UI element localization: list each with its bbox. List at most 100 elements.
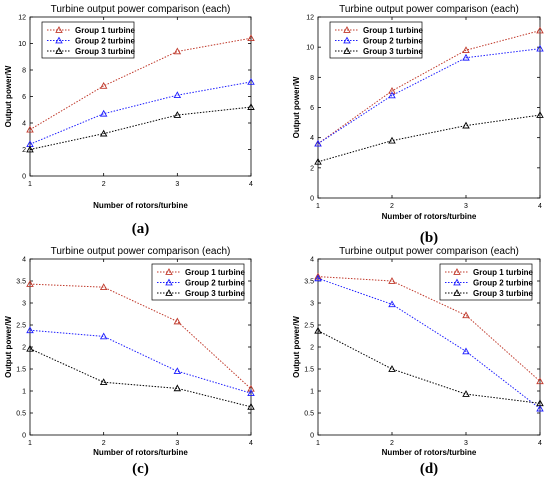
panel-label: (b) [420,230,438,246]
series-line-group-1 [29,37,252,131]
y-tick-label: 3.5 [16,279,26,286]
data-point-group-2 [462,53,470,61]
series-line-group-1 [29,283,252,390]
panel-1: Turbine output power comparison (each) 1 2… [4,4,255,237]
x-axis-label: Number of rotors/turbine [93,201,188,210]
data-point-group-1 [388,277,396,284]
y-tick-label: 0 [310,433,314,440]
data-point-group-1 [26,280,34,287]
x-tick-label: 2 [390,203,394,210]
chart-title: Turbine output power comparison (each) [51,246,231,257]
legend-label: Group 3 turbine [473,289,534,298]
data-point-group-1 [462,311,470,319]
data-point-group-2 [314,139,322,147]
data-point-group-3 [173,384,182,392]
data-point-group-3 [247,103,255,110]
series-line-group-2 [29,81,252,145]
chart-title: Turbine output power comparison (each) [339,246,519,257]
y-tick-label: 3 [22,301,26,308]
series-line-group-2 [317,48,541,145]
y-tick-label: 2.5 [304,323,314,330]
x-tick-label: 4 [538,440,542,447]
series-line-group-3 [317,330,541,404]
y-tick-label: 10 [18,41,26,48]
data-point-group-1 [314,272,322,280]
x-tick-label: 1 [28,181,32,188]
x-tick-label: 1 [316,440,320,447]
legend-label: Group 3 turbine [75,47,136,56]
y-tick-label: 6 [310,105,314,112]
legend-marker [165,268,173,275]
data-point-group-2 [462,347,470,355]
y-tick-label: 1.5 [304,367,314,374]
data-point-group-2 [173,367,182,375]
data-point-group-2 [388,91,396,99]
data-point-group-2 [99,332,108,340]
x-tick-label: 3 [464,440,468,447]
x-tick-label: 3 [464,203,468,210]
data-point-group-3 [99,378,108,386]
legend-label: Group 3 turbine [363,47,424,56]
legend-label: Group 3 turbine [185,289,246,298]
x-tick-label: 4 [538,203,542,210]
data-point-group-2 [247,77,255,85]
y-tick-label: 4 [22,257,26,264]
data-point-group-2 [173,91,182,99]
legend-marker [343,47,351,54]
x-tick-label: 3 [175,440,179,447]
y-tick-label: 0 [310,196,314,203]
legend-marker [55,26,63,33]
data-point-group-2 [536,404,544,412]
data-point-group-3 [462,121,470,129]
y-tick-label: 0 [22,174,26,181]
y-tick-label: 1.5 [16,367,26,374]
legend-marker [343,26,351,33]
y-tick-label: 2 [22,345,26,352]
y-tick-label: 2 [310,345,314,352]
data-point-group-3 [388,365,396,372]
legend-label: Group 1 turbine [473,268,534,277]
panel-2: Turbine output power comparison (each)1 2… [292,4,544,246]
chart-title: Turbine output power comparison (each) [51,4,231,15]
y-tick-label: 2 [22,147,26,154]
legend-marker [165,289,173,296]
legend-marker [453,278,461,286]
legend-marker [55,36,63,44]
data-point-group-1 [99,81,108,89]
data-point-group-1 [26,125,34,133]
series-line-group-1 [317,30,541,145]
x-tick-label: 2 [390,440,394,447]
data-point-group-1 [247,384,255,392]
data-point-group-3 [26,344,34,352]
x-tick-label: 1 [316,203,320,210]
data-point-group-3 [314,157,322,165]
y-tick-label: 8 [310,75,314,82]
y-tick-label: 0.5 [16,411,26,418]
y-tick-label: 1 [22,389,26,396]
x-axis-label: Number of rotors/turbine [93,448,188,457]
y-tick-label: 2 [310,165,314,172]
data-point-group-3 [26,145,34,153]
y-tick-label: 0 [22,433,26,440]
data-point-group-1 [99,283,108,291]
legend-marker [165,278,173,286]
data-point-group-1 [536,377,544,385]
chart-title: Turbine output power comparison (each) [339,4,519,15]
x-tick-label: 1 [28,440,32,447]
y-tick-label: 4 [310,257,314,264]
y-tick-label: 12 [306,15,314,22]
data-point-group-1 [462,46,470,54]
data-point-group-1 [173,47,182,55]
y-tick-label: 4 [22,121,26,128]
x-tick-label: 3 [175,181,179,188]
data-point-group-1 [247,34,255,42]
data-point-group-1 [536,26,544,34]
series-line-group-3 [317,114,541,163]
x-axis-label: Number of rotors/turbine [382,212,477,221]
legend-marker [343,36,351,44]
